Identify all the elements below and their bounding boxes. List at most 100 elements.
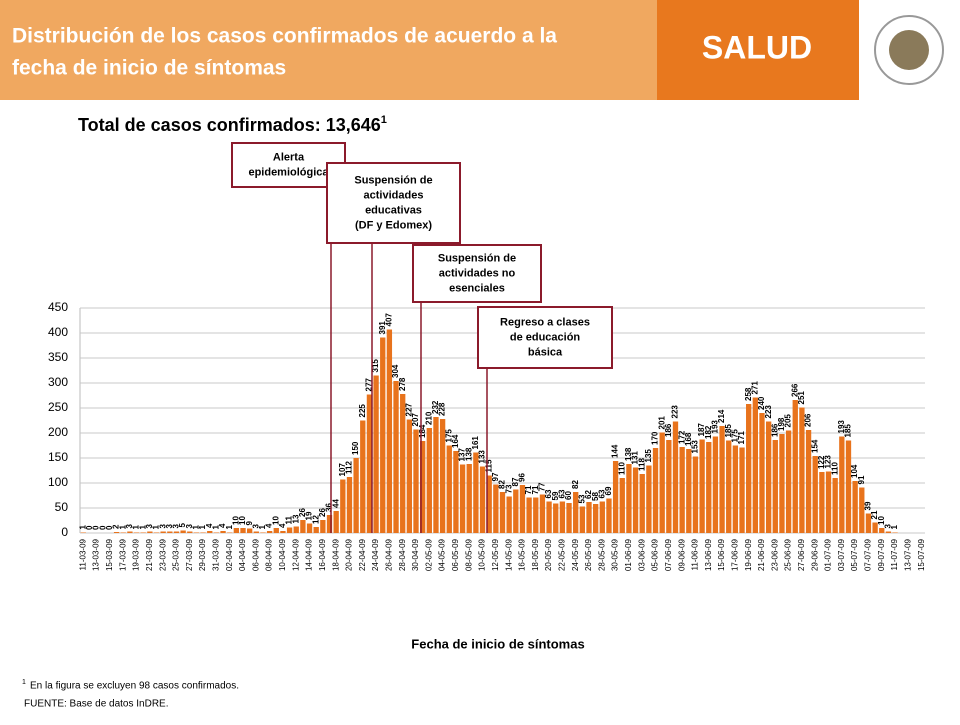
bar [153, 532, 160, 533]
x-tick-label: 03-07-09 [837, 538, 846, 571]
value-label: 227 [404, 403, 413, 417]
value-label: 9 [245, 521, 254, 526]
bar [439, 419, 446, 533]
bar [373, 375, 379, 533]
bar [433, 417, 439, 533]
value-label: 3 [251, 524, 260, 529]
x-tick-label: 25-06-09 [784, 538, 793, 571]
value-label: 201 [657, 416, 666, 430]
x-tick-label: 03-06-09 [637, 538, 646, 571]
x-tick-label: 15-03-09 [105, 538, 114, 571]
bar [140, 532, 146, 533]
x-tick-label: 13-07-09 [903, 538, 912, 571]
annotation-text: básica [528, 346, 563, 358]
bar [113, 532, 120, 533]
x-tick-label: 30-05-09 [611, 538, 620, 571]
title-line: Distribución de los casos confirmados de… [12, 25, 557, 48]
value-label: 58 [591, 492, 600, 501]
value-label: 1 [78, 525, 87, 530]
bar [220, 531, 226, 533]
value-label: 26 [318, 508, 327, 517]
value-label: 39 [864, 501, 873, 510]
x-tick-label: 22-04-09 [358, 538, 367, 571]
value-label: 3 [884, 524, 893, 529]
bar [453, 451, 459, 533]
y-tick-label: 50 [55, 500, 69, 514]
value-label: 225 [358, 404, 367, 418]
x-tick-label: 19-06-09 [744, 538, 753, 571]
value-label: 115 [484, 459, 493, 472]
value-label: 3 [165, 524, 174, 529]
emblem-center [889, 30, 929, 70]
value-label: 144 [611, 444, 620, 458]
annotation-box [477, 306, 613, 369]
value-label: 62 [584, 490, 593, 499]
value-label: 182 [704, 425, 713, 439]
x-tick-label: 28-04-09 [398, 538, 407, 571]
value-label: 53 [577, 494, 586, 503]
bar [233, 528, 240, 533]
value-label: 10 [877, 516, 886, 525]
x-tick-label: 13-03-09 [92, 538, 101, 571]
value-label: 186 [664, 423, 673, 437]
bar [539, 494, 546, 533]
value-label: 1 [212, 525, 221, 530]
value-label: 3 [172, 524, 181, 529]
bar [406, 419, 413, 533]
value-label: 122 [817, 455, 826, 469]
value-label: 133 [478, 450, 487, 464]
bar [686, 449, 692, 533]
value-label: 21 [870, 510, 879, 519]
bar [559, 501, 566, 533]
x-tick-label: 04-05-09 [438, 538, 447, 571]
value-label: 82 [571, 480, 580, 489]
bar [466, 464, 472, 533]
value-label: 391 [378, 321, 387, 335]
x-tick-label: 11-07-09 [890, 538, 899, 570]
x-tick-label: 17-03-09 [118, 538, 127, 571]
bar [759, 413, 765, 533]
emblem [874, 15, 944, 85]
footnote-mark: 1 [22, 679, 26, 686]
value-label: 5 [178, 523, 187, 528]
value-label: 77 [538, 482, 547, 491]
bar [473, 452, 479, 533]
value-label: 110 [830, 462, 839, 475]
x-tick-label: 02-05-09 [424, 538, 433, 571]
value-label: 112 [345, 461, 354, 474]
value-label: 11 [285, 515, 294, 524]
value-label: 71 [531, 485, 540, 494]
value-label: 207 [411, 413, 420, 427]
bar [499, 492, 506, 533]
bar [173, 531, 180, 533]
bar [273, 528, 279, 533]
bar [286, 527, 293, 533]
bar [80, 532, 86, 533]
annotation-text: Suspensión de [354, 174, 432, 186]
value-label: 153 [691, 440, 700, 454]
value-label: 107 [338, 463, 347, 477]
bar [426, 428, 432, 533]
x-tick-label: 23-03-09 [158, 538, 167, 571]
bar [227, 532, 233, 533]
bar [592, 504, 599, 533]
x-tick-label: 05-07-09 [850, 538, 859, 571]
bar [706, 442, 712, 533]
value-label: 164 [451, 434, 460, 448]
bar [632, 467, 639, 533]
x-tick-label: 21-03-09 [145, 538, 154, 571]
bar [712, 436, 719, 533]
value-label: 1 [225, 525, 234, 530]
bar [533, 497, 539, 533]
bar [187, 531, 193, 533]
value-label: 73 [504, 484, 513, 493]
bar [573, 492, 579, 533]
bar [386, 329, 393, 533]
x-tick-label: 26-04-09 [384, 538, 393, 571]
brand: SALUD [702, 29, 812, 65]
bar [732, 445, 739, 533]
bar [579, 506, 586, 533]
x-tick-label: 20-04-09 [345, 538, 354, 571]
y-tick-label: 200 [48, 425, 68, 439]
bar [672, 421, 679, 533]
